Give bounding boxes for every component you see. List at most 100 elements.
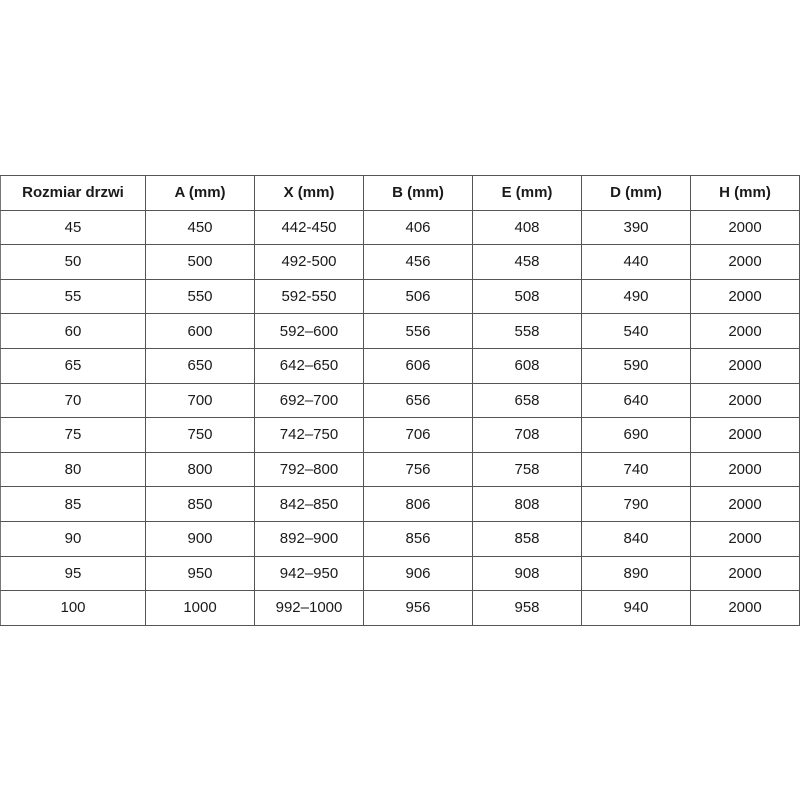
table-row: 95 950 942–950 906 908 890 2000 bbox=[0, 555, 800, 592]
table-cell: 858 bbox=[472, 520, 582, 557]
table-cell: 2000 bbox=[690, 520, 800, 557]
table-cell: 640 bbox=[581, 382, 691, 419]
table-cell: 806 bbox=[363, 486, 473, 522]
table-cell: 450 bbox=[145, 209, 255, 246]
table-cell: 70 bbox=[0, 382, 146, 419]
table-cell: 1000 bbox=[145, 590, 255, 626]
table-cell: 842–850 bbox=[254, 486, 364, 522]
table-cell: 992–1000 bbox=[254, 590, 364, 626]
table-cell: 558 bbox=[472, 313, 582, 349]
column-header: H (mm) bbox=[690, 175, 800, 211]
table-cell: 742–750 bbox=[254, 417, 364, 453]
table-cell: 508 bbox=[472, 278, 582, 315]
column-header: Rozmiar drzwi bbox=[0, 175, 146, 211]
table-cell: 706 bbox=[363, 417, 473, 453]
table-row: 60 600 592–600 556 558 540 2000 bbox=[0, 313, 800, 349]
table-cell: 906 bbox=[363, 555, 473, 592]
table-cell: 606 bbox=[363, 347, 473, 384]
table-cell: 2000 bbox=[690, 417, 800, 453]
column-header: E (mm) bbox=[472, 175, 582, 211]
table-header-row: Rozmiar drzwi A (mm) X (mm) B (mm) E (mm) D (… bbox=[0, 175, 800, 211]
table-cell: 592–600 bbox=[254, 313, 364, 349]
table-cell: 390 bbox=[581, 209, 691, 246]
table-cell: 75 bbox=[0, 417, 146, 453]
table-cell: 940 bbox=[581, 590, 691, 626]
table-row: 100 1000 992–1000 956 958 940 2000 bbox=[0, 590, 800, 626]
table-cell: 708 bbox=[472, 417, 582, 453]
table-cell: 492-500 bbox=[254, 244, 364, 280]
table-row: 65 650 642–650 606 608 590 2000 bbox=[0, 347, 800, 384]
table-cell: 600 bbox=[145, 313, 255, 349]
table-cell: 90 bbox=[0, 520, 146, 557]
table-cell: 808 bbox=[472, 486, 582, 522]
table-cell: 2000 bbox=[690, 590, 800, 626]
table-cell: 908 bbox=[472, 555, 582, 592]
table-cell: 55 bbox=[0, 278, 146, 315]
column-header: X (mm) bbox=[254, 175, 364, 211]
table-cell: 792–800 bbox=[254, 451, 364, 488]
table-cell: 900 bbox=[145, 520, 255, 557]
table-cell: 2000 bbox=[690, 451, 800, 488]
table-cell: 850 bbox=[145, 486, 255, 522]
table-cell: 85 bbox=[0, 486, 146, 522]
column-header: B (mm) bbox=[363, 175, 473, 211]
table-cell: 540 bbox=[581, 313, 691, 349]
table-row: 90 900 892–900 856 858 840 2000 bbox=[0, 520, 800, 557]
column-header: D (mm) bbox=[581, 175, 691, 211]
table-cell: 65 bbox=[0, 347, 146, 384]
table-cell: 2000 bbox=[690, 278, 800, 315]
table-cell: 942–950 bbox=[254, 555, 364, 592]
table-cell: 80 bbox=[0, 451, 146, 488]
column-header: A (mm) bbox=[145, 175, 255, 211]
table-cell: 856 bbox=[363, 520, 473, 557]
table-cell: 45 bbox=[0, 209, 146, 246]
table-cell: 892–900 bbox=[254, 520, 364, 557]
table-cell: 100 bbox=[0, 590, 146, 626]
table-cell: 700 bbox=[145, 382, 255, 419]
table-row: 45 450 442-450 406 408 390 2000 bbox=[0, 209, 800, 246]
table-cell: 950 bbox=[145, 555, 255, 592]
table-cell: 506 bbox=[363, 278, 473, 315]
table-cell: 458 bbox=[472, 244, 582, 280]
table-cell: 2000 bbox=[690, 313, 800, 349]
table-row: 75 750 742–750 706 708 690 2000 bbox=[0, 417, 800, 453]
table-cell: 556 bbox=[363, 313, 473, 349]
table-cell: 2000 bbox=[690, 486, 800, 522]
door-size-table: Rozmiar drzwi A (mm) X (mm) B (mm) E (mm) D (… bbox=[0, 175, 800, 626]
table-cell: 840 bbox=[581, 520, 691, 557]
table-cell: 60 bbox=[0, 313, 146, 349]
table-cell: 758 bbox=[472, 451, 582, 488]
table-cell: 2000 bbox=[690, 347, 800, 384]
table-cell: 890 bbox=[581, 555, 691, 592]
table-cell: 2000 bbox=[690, 244, 800, 280]
table-cell: 656 bbox=[363, 382, 473, 419]
table-row: 80 800 792–800 756 758 740 2000 bbox=[0, 451, 800, 488]
table-cell: 592-550 bbox=[254, 278, 364, 315]
table-cell: 690 bbox=[581, 417, 691, 453]
table-cell: 440 bbox=[581, 244, 691, 280]
table-cell: 2000 bbox=[690, 555, 800, 592]
table-cell: 406 bbox=[363, 209, 473, 246]
table-cell: 50 bbox=[0, 244, 146, 280]
table-row: 85 850 842–850 806 808 790 2000 bbox=[0, 486, 800, 522]
table-cell: 490 bbox=[581, 278, 691, 315]
table-cell: 590 bbox=[581, 347, 691, 384]
table-cell: 658 bbox=[472, 382, 582, 419]
table-cell: 500 bbox=[145, 244, 255, 280]
table-cell: 756 bbox=[363, 451, 473, 488]
table-row: 70 700 692–700 656 658 640 2000 bbox=[0, 382, 800, 419]
table-cell: 958 bbox=[472, 590, 582, 626]
table-cell: 800 bbox=[145, 451, 255, 488]
table-cell: 442-450 bbox=[254, 209, 364, 246]
table-row: 50 500 492-500 456 458 440 2000 bbox=[0, 244, 800, 280]
table-row: 55 550 592-550 506 508 490 2000 bbox=[0, 278, 800, 315]
table-cell: 692–700 bbox=[254, 382, 364, 419]
table-cell: 95 bbox=[0, 555, 146, 592]
table-cell: 608 bbox=[472, 347, 582, 384]
table-cell: 750 bbox=[145, 417, 255, 453]
table-cell: 642–650 bbox=[254, 347, 364, 384]
table-cell: 2000 bbox=[690, 382, 800, 419]
table-cell: 650 bbox=[145, 347, 255, 384]
table-cell: 456 bbox=[363, 244, 473, 280]
table-cell: 2000 bbox=[690, 209, 800, 246]
